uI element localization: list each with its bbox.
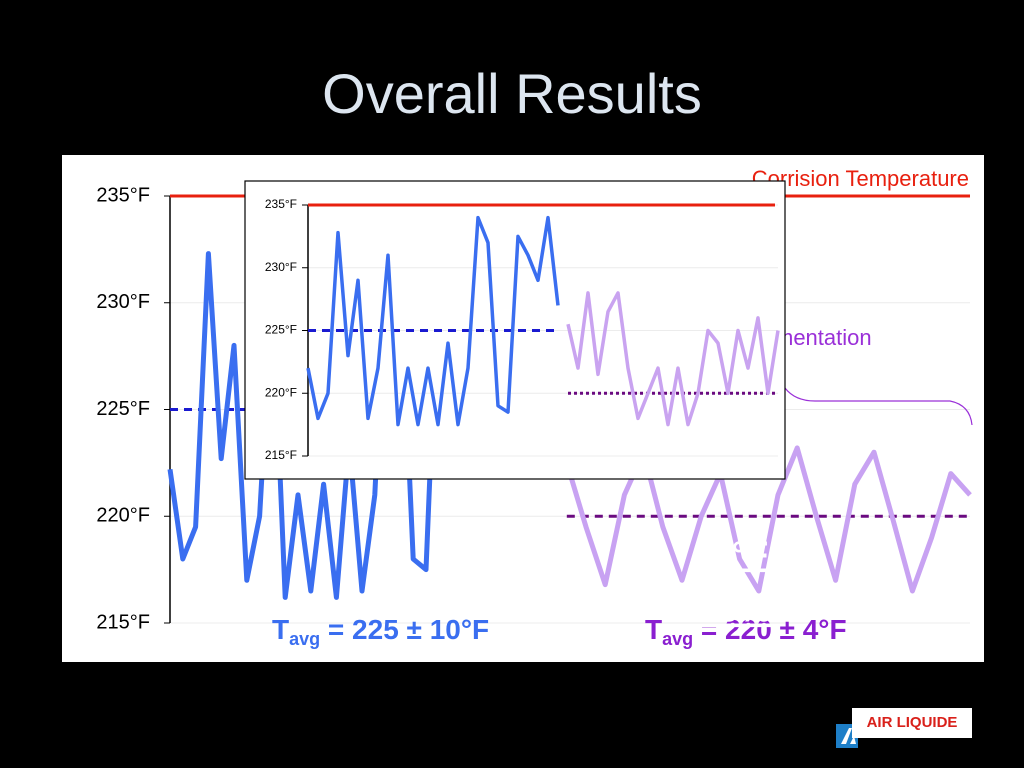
annotation: Tavg = 220 ± 4°F bbox=[645, 614, 847, 648]
y-tick-label: 225°F bbox=[265, 323, 297, 337]
annotation: mentation bbox=[775, 325, 872, 350]
logo-text: AIR LIQUIDE bbox=[867, 714, 958, 731]
y-tick-label: 235°F bbox=[96, 184, 150, 206]
slide-title: Overall Results bbox=[322, 62, 702, 125]
y-tick-label: 235°F bbox=[265, 197, 297, 211]
y-tick-label: 220°F bbox=[96, 505, 150, 527]
y-tick-label: 230°F bbox=[265, 260, 297, 274]
bracket bbox=[784, 387, 973, 426]
inset-chart: 215°F 220°F 225°F 230°F 235°F bbox=[265, 197, 780, 462]
annotation-text: T bbox=[645, 614, 662, 645]
annotation-sub: avg bbox=[662, 629, 693, 649]
y-tick-label: 215°F bbox=[265, 448, 297, 462]
y-tick-label: 230°F bbox=[96, 291, 150, 313]
overlay-text: 5°F bbox=[712, 534, 768, 575]
annotation-text: T bbox=[272, 614, 289, 645]
annotation: Tavg = 225 ± 10°F bbox=[272, 614, 489, 648]
annotation-text: mentation bbox=[775, 325, 872, 350]
logo-box bbox=[852, 708, 972, 738]
logo-mark bbox=[841, 728, 856, 744]
y-tick-label: 215°F bbox=[96, 611, 150, 633]
annotation-sub: avg bbox=[289, 629, 320, 649]
data-line bbox=[566, 291, 780, 427]
annotation-rest: = 220 ± 4°F bbox=[693, 614, 846, 645]
data-line bbox=[306, 215, 560, 427]
annotation-rest: = 225 ± 10°F bbox=[320, 614, 489, 645]
reference-label: Corrision Temperature bbox=[752, 166, 969, 191]
y-tick-label: 225°F bbox=[96, 398, 150, 420]
overlay-text: 60% bbox=[699, 589, 771, 630]
y-tick-label: 220°F bbox=[265, 385, 297, 399]
